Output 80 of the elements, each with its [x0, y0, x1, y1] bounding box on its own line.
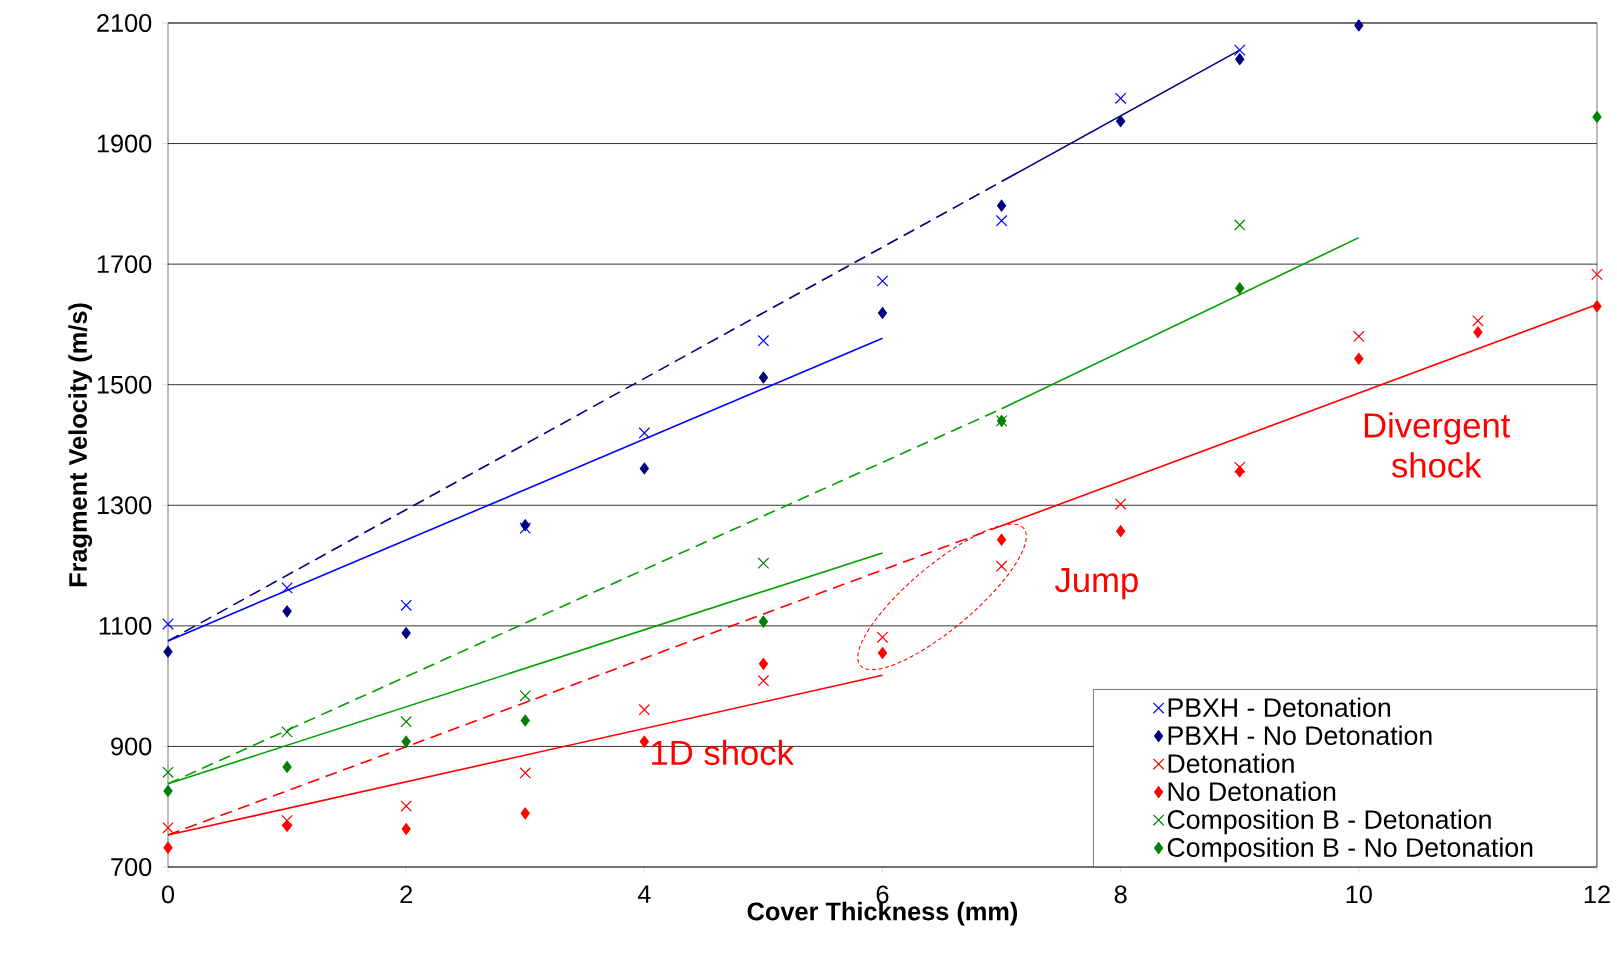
point	[1472, 315, 1484, 327]
point	[1233, 219, 1246, 231]
point	[758, 615, 769, 628]
point	[519, 689, 532, 702]
point	[400, 715, 412, 728]
y-tick-label: 1100	[99, 616, 152, 635]
point	[758, 657, 769, 670]
point	[162, 822, 174, 834]
y-tick-label: 1700	[97, 255, 152, 274]
legend-label: No Detonation	[1168, 781, 1336, 801]
point	[1354, 19, 1364, 32]
y-tick-label: 1900	[97, 134, 152, 153]
point	[162, 766, 174, 779]
point	[758, 371, 769, 384]
point	[757, 557, 770, 569]
annotation: Divergent shock	[1364, 412, 1511, 478]
point	[1235, 53, 1245, 66]
legend-label: Composition B - No Detonation	[1167, 837, 1533, 863]
point	[281, 814, 293, 827]
legend-label: Composition B - Detonation	[1167, 809, 1491, 835]
x-tick-label: 2	[400, 885, 412, 904]
point	[1233, 44, 1246, 56]
point	[639, 735, 649, 748]
y-tick-label: 700	[111, 858, 152, 876]
point	[1116, 525, 1126, 538]
point	[282, 820, 292, 832]
annotation: Jump	[1055, 568, 1138, 600]
y-tick-label: 1300	[97, 496, 152, 515]
point	[1354, 352, 1364, 365]
x-tick-label: 8	[1114, 885, 1127, 904]
point	[995, 560, 1008, 572]
point	[995, 214, 1008, 227]
y-tick-label: 900	[111, 737, 152, 756]
point	[1235, 282, 1245, 295]
point	[163, 645, 173, 658]
point	[877, 647, 888, 659]
point	[282, 760, 292, 773]
annotation: 1D shock	[652, 739, 794, 766]
point	[1353, 330, 1365, 343]
legend-label: Detonation	[1168, 753, 1294, 773]
point	[757, 334, 770, 347]
point	[1591, 268, 1603, 281]
point	[1116, 115, 1126, 128]
point	[401, 735, 411, 748]
x-tick-label: 12	[1584, 885, 1610, 904]
legend-label: PBXH - Detonation	[1168, 697, 1390, 718]
point	[281, 582, 293, 594]
point	[400, 800, 412, 812]
point	[519, 767, 532, 779]
point	[281, 726, 293, 738]
point	[163, 841, 173, 854]
point	[996, 533, 1007, 546]
point	[1114, 498, 1127, 510]
point	[163, 785, 173, 797]
point	[401, 823, 411, 835]
point	[876, 631, 889, 644]
point	[639, 462, 649, 475]
point	[282, 605, 292, 618]
point	[877, 307, 888, 319]
point	[162, 618, 174, 630]
point	[400, 599, 412, 612]
point	[638, 703, 651, 716]
x-tick-label: 4	[637, 885, 651, 903]
y-axis-title: Fragment Velocity (m/s)	[68, 303, 93, 587]
point	[1473, 326, 1483, 339]
point	[638, 427, 651, 439]
y-tick-label: 1500	[97, 375, 152, 394]
x-tick-label: 0	[161, 885, 175, 904]
point	[757, 674, 770, 687]
point	[520, 714, 530, 727]
point	[1233, 461, 1246, 474]
point	[996, 199, 1007, 212]
point	[1114, 92, 1127, 105]
point	[1235, 465, 1245, 478]
point	[876, 275, 889, 287]
x-tick-label: 10	[1346, 885, 1372, 904]
point	[520, 807, 530, 820]
y-tick-label: 2100	[97, 14, 152, 32]
point	[401, 627, 411, 640]
legend-label: PBXH - No Detonation	[1168, 725, 1432, 746]
